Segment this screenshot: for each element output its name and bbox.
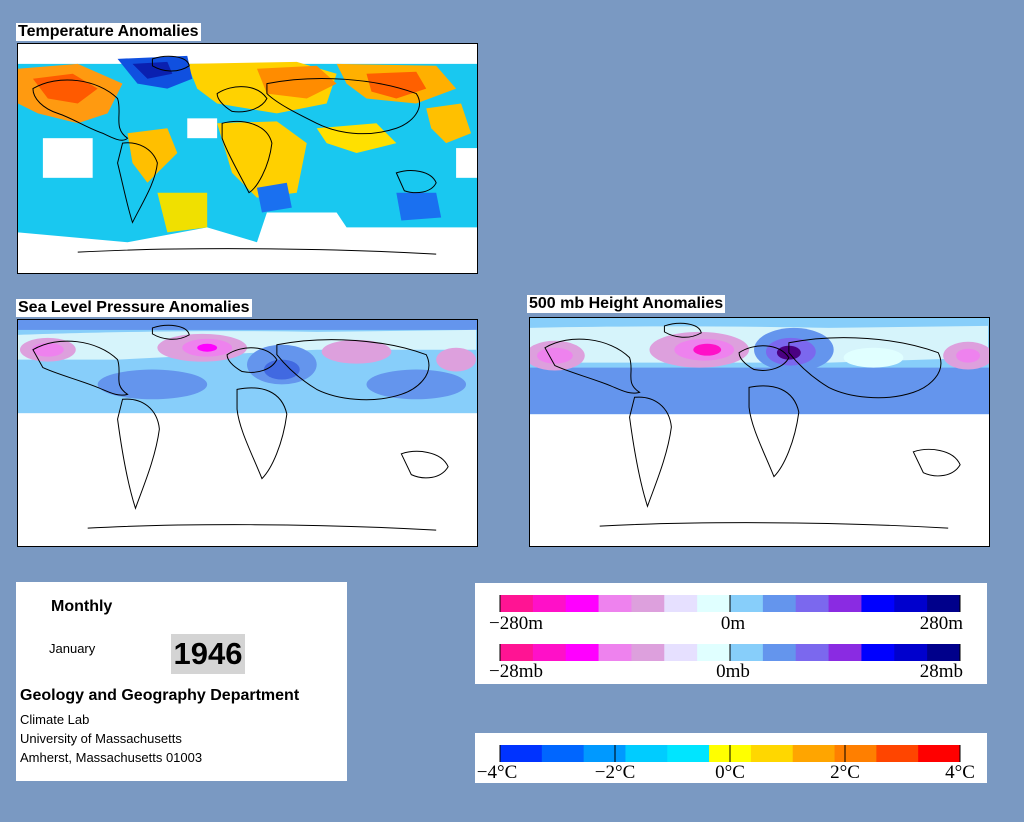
height-swatch-12 (894, 595, 928, 612)
pressure-max-label: 28mb (920, 661, 963, 682)
pressure-min-label: −28mb (489, 661, 543, 682)
department-label: Geology and Geography Department (20, 687, 300, 704)
height-swatch-3 (598, 595, 632, 612)
temperature-swatch-1 (541, 745, 585, 762)
height-swatch-1 (532, 595, 567, 612)
temp-tick-label-3: 2°C (830, 762, 860, 783)
pressure-swatch-0 (500, 644, 534, 661)
temp-tick-label-1: −2°C (595, 762, 636, 783)
period-label: Monthly (51, 598, 113, 615)
university-label: University of Massachusetts (20, 731, 182, 746)
temperature-swatch-0 (500, 745, 543, 762)
height-max-label: 280m (920, 613, 964, 634)
lab-label: Climate Lab (20, 712, 90, 727)
height-swatch-11 (861, 595, 895, 612)
height-pressure-legend: −280m 0m 280m −28mb 0mb 28mb (475, 583, 987, 684)
height-swatch-13 (927, 595, 961, 612)
height-swatch-4 (631, 595, 665, 612)
temperature-swatch-3 (625, 745, 668, 762)
pressure-swatch-7 (730, 644, 764, 661)
pressure-swatch-12 (894, 644, 928, 661)
temp-tick-label-0: −4°C (477, 762, 518, 783)
height-swatch-6 (697, 595, 731, 612)
pressure-swatch-4 (631, 644, 665, 661)
slp-anomaly-map (17, 319, 478, 547)
temperature-legend: −4°C −2°C 0°C 2°C 4°C (475, 733, 987, 783)
pressure-color-bar (499, 644, 961, 661)
temperature-swatch-4 (667, 745, 710, 762)
height-mid-label: 0m (721, 613, 746, 634)
month-label: January (49, 641, 96, 656)
temperature-swatch-2 (583, 745, 626, 762)
pressure-swatch-6 (697, 644, 731, 661)
pressure-swatch-3 (598, 644, 632, 661)
height-swatch-0 (500, 595, 534, 612)
pressure-swatch-9 (795, 644, 830, 661)
temperature-swatch-10 (918, 745, 961, 762)
pressure-swatch-11 (861, 644, 895, 661)
slp-anomalies-title: Sea Level Pressure Anomalies (16, 299, 252, 317)
pressure-mid-label: 0mb (716, 661, 750, 682)
temp-tick-label-2: 0°C (715, 762, 745, 783)
temperature-anomalies-title: Temperature Anomalies (16, 23, 201, 41)
pressure-swatch-10 (828, 644, 862, 661)
temperature-anomaly-map (17, 43, 478, 274)
temperature-swatch-6 (750, 745, 794, 762)
height-500mb-anomaly-map (529, 317, 990, 547)
height-swatch-2 (565, 595, 600, 612)
height-swatch-8 (762, 595, 797, 612)
info-card: Monthly January 1946 Geology and Geograp… (16, 582, 347, 781)
year-label: 1946 (171, 634, 245, 674)
height-500mb-anomalies-title: 500 mb Height Anomalies (527, 295, 726, 313)
pressure-swatch-5 (664, 644, 698, 661)
height-swatch-5 (664, 595, 698, 612)
temperature-swatch-9 (876, 745, 919, 762)
height-color-bar (499, 595, 961, 612)
temperature-color-bar (499, 745, 961, 762)
pressure-swatch-8 (762, 644, 797, 661)
temperature-swatch-7 (792, 745, 836, 762)
height-swatch-10 (828, 595, 862, 612)
height-min-label: −280m (489, 613, 543, 634)
temperature-swatch-8 (834, 745, 877, 762)
pressure-swatch-2 (565, 644, 600, 661)
address-label: Amherst, Massachusetts 01003 (20, 750, 203, 765)
height-swatch-7 (730, 595, 764, 612)
height-swatch-9 (795, 595, 830, 612)
temp-tick-label-4: 4°C (945, 762, 975, 783)
pressure-swatch-13 (927, 644, 961, 661)
pressure-swatch-1 (532, 644, 567, 661)
